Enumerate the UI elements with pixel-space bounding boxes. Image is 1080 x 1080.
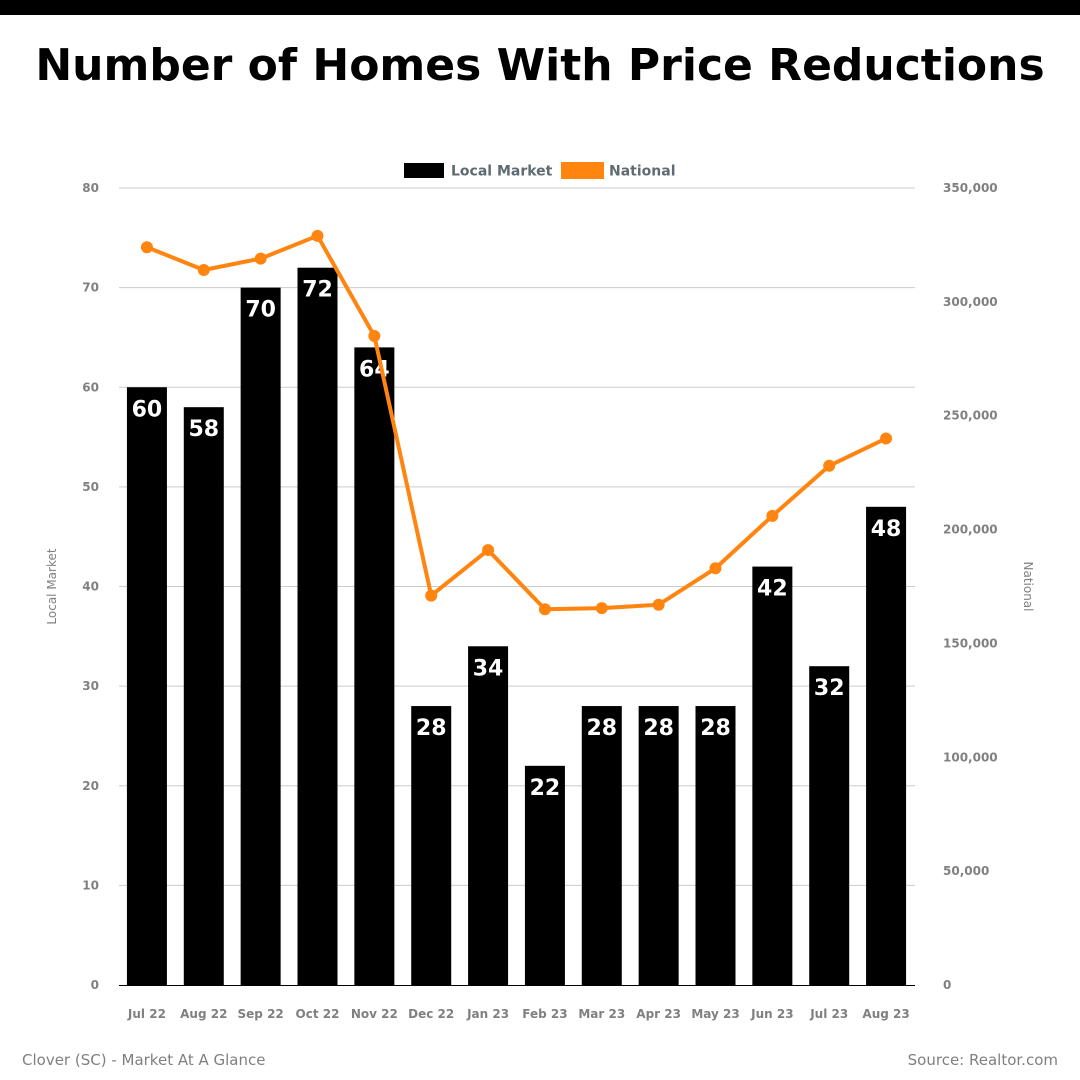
footer-market-label: Clover (SC) - Market At A Glance	[22, 1051, 266, 1069]
line-national	[146, 233, 887, 612]
bar-local-market	[126, 387, 167, 985]
bar-local-market	[468, 646, 509, 985]
bar-local-market	[752, 566, 793, 985]
x-axis-tick-label: Oct 22	[296, 1007, 340, 1021]
right-axis-tick-label: 100,000	[943, 750, 998, 764]
bar-data-label: 28	[643, 716, 674, 741]
bar-data-label: 22	[530, 776, 561, 801]
bar-local-market	[354, 347, 395, 985]
right-axis-tick-label: 350,000	[943, 181, 998, 195]
bar-local-market	[695, 706, 736, 985]
bar-data-label: 32	[814, 676, 845, 701]
bar-local-market	[866, 506, 907, 985]
point-national	[652, 598, 665, 611]
point-national	[538, 603, 551, 616]
left-axis-tick-label: 40	[82, 580, 99, 594]
bar-data-label: 28	[700, 716, 731, 741]
right-axis-title: National	[1021, 561, 1035, 611]
bar-local-market	[809, 666, 850, 985]
point-national	[482, 544, 495, 557]
x-axis-tick-label: May 23	[691, 1007, 739, 1021]
point-national	[254, 252, 267, 265]
left-axis-tick-label: 50	[82, 480, 99, 494]
chart-title: Number of Homes With Price Reductions	[35, 40, 1045, 91]
legend-swatch-local-market	[404, 163, 444, 178]
left-axis-tick-label: 70	[82, 281, 99, 295]
x-axis-tick-label: Jul 22	[127, 1007, 166, 1021]
bar-data-label: 70	[245, 298, 276, 323]
x-axis-tick-label: Dec 22	[408, 1007, 454, 1021]
point-national	[140, 241, 153, 254]
top-border-bar	[0, 0, 1080, 15]
left-axis-tick-label: 80	[82, 181, 99, 195]
bar-data-label: 60	[132, 397, 163, 422]
point-national	[368, 330, 381, 343]
legend-label-local-market: Local Market	[451, 164, 553, 180]
legend-label-national: National	[609, 164, 676, 180]
x-axis-tick-label: Sep 22	[238, 1007, 284, 1021]
point-national	[823, 459, 836, 472]
point-national	[595, 602, 608, 615]
right-axis-tick-label: 150,000	[943, 636, 998, 650]
x-axis-tick-label: Nov 22	[351, 1007, 398, 1021]
x-axis-tick-label: Jan 23	[466, 1007, 509, 1021]
bar-data-label: 28	[586, 716, 617, 741]
point-national	[197, 263, 210, 276]
bar-data-label: 28	[416, 716, 447, 741]
footer-source: Source: Realtor.com	[907, 1051, 1058, 1069]
point-national	[766, 509, 779, 522]
bar-local-market	[183, 407, 224, 985]
point-national	[880, 432, 893, 445]
bar-data-label: 58	[188, 417, 219, 442]
point-national	[311, 229, 324, 242]
bar-data-label: 34	[473, 656, 504, 681]
bar-local-market	[411, 706, 452, 985]
x-axis-tick-label: Feb 23	[522, 1007, 567, 1021]
bar-data-label: 42	[757, 577, 788, 602]
right-axis-tick-label: 300,000	[943, 295, 998, 309]
bar-local-market	[581, 706, 622, 985]
point-national	[425, 589, 438, 602]
right-axis-tick-label: 0	[943, 978, 951, 992]
left-axis-tick-label: 60	[82, 380, 99, 394]
x-axis-tick-label: Aug 23	[862, 1007, 909, 1021]
left-axis-tick-label: 20	[82, 779, 99, 793]
x-axis-tick-label: Jul 23	[809, 1007, 848, 1021]
left-axis-tick-label: 10	[82, 878, 99, 892]
x-axis-tick-label: Apr 23	[636, 1007, 681, 1021]
left-axis-tick-label: 30	[82, 679, 99, 693]
x-axis-tick-label: Jun 23	[750, 1007, 793, 1021]
left-axis-title: Local Market	[45, 548, 59, 624]
right-axis-tick-label: 250,000	[943, 409, 998, 423]
bar-local-market	[638, 706, 679, 985]
bar-local-market	[240, 287, 281, 985]
left-axis-tick-label: 0	[91, 978, 99, 992]
x-axis-tick-label: Aug 22	[180, 1007, 227, 1021]
bar-data-label: 72	[302, 278, 333, 303]
right-axis-tick-label: 200,000	[943, 523, 998, 537]
bar-local-market	[524, 765, 565, 985]
point-national	[709, 562, 722, 575]
legend-swatch-national	[561, 162, 604, 179]
bar-data-label: 48	[871, 517, 902, 542]
bar-local-market	[297, 267, 338, 985]
right-axis-tick-label: 50,000	[943, 864, 989, 878]
x-axis-tick-label: Mar 23	[578, 1007, 625, 1021]
